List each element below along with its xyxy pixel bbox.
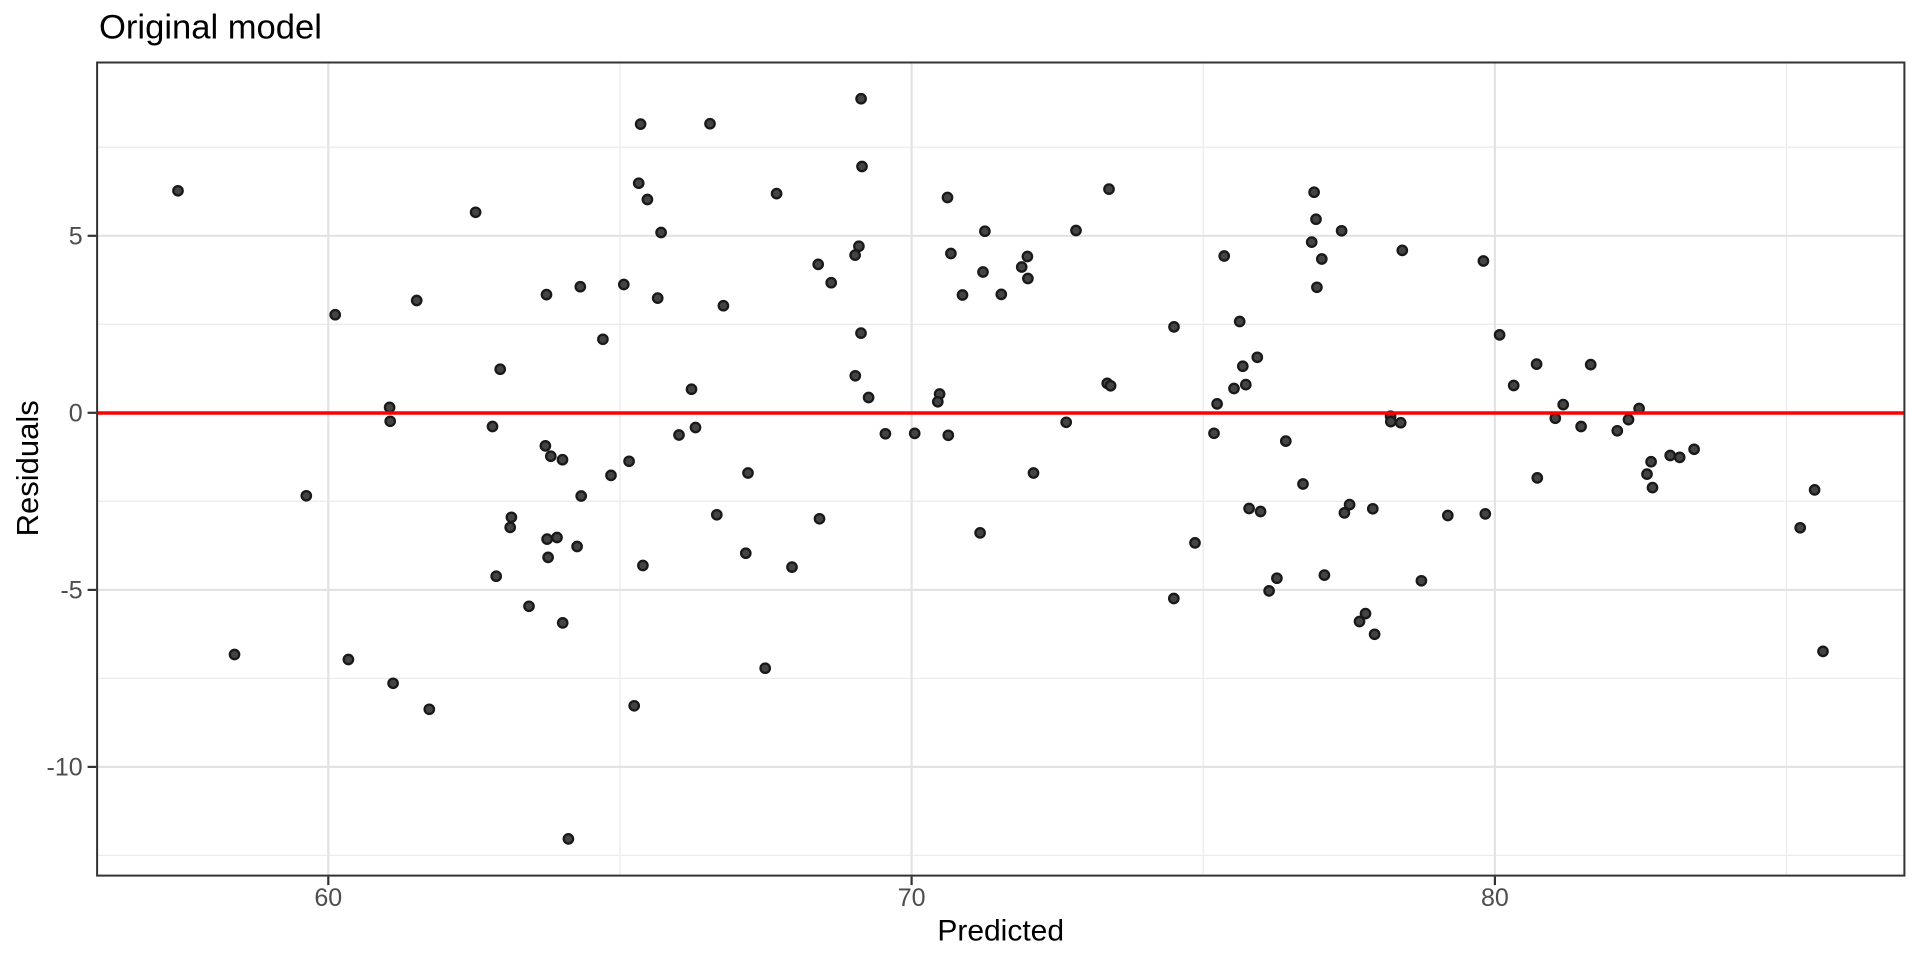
svg-text:-10: -10 <box>47 754 83 782</box>
svg-text:70: 70 <box>898 884 926 912</box>
svg-text:Residuals: Residuals <box>10 400 45 536</box>
svg-text:Predicted: Predicted <box>937 915 1064 948</box>
svg-text:60: 60 <box>314 884 342 912</box>
svg-text:-5: -5 <box>60 577 82 605</box>
svg-text:0: 0 <box>69 400 83 428</box>
svg-text:80: 80 <box>1481 884 1509 912</box>
svg-text:5: 5 <box>69 223 83 251</box>
svg-text:Original model: Original model <box>99 9 322 47</box>
